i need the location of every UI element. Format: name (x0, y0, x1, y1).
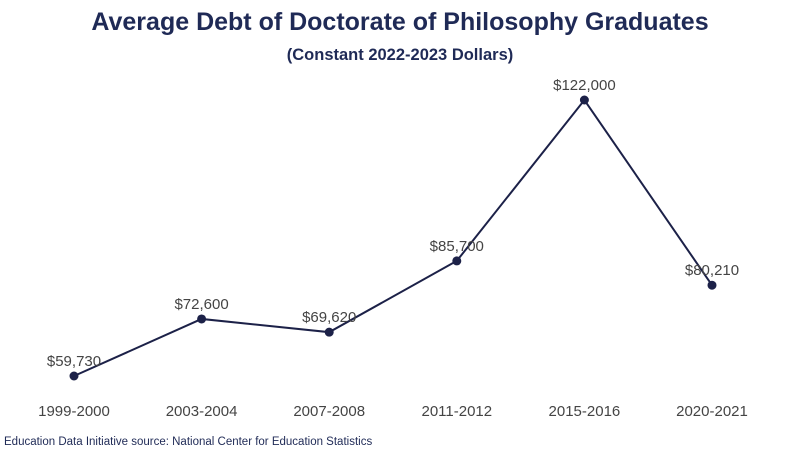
data-label-2020-2021: $80,210 (685, 262, 739, 279)
data-point-2007-2008 (324, 327, 334, 337)
data-label-1999-2000: $59,730 (47, 353, 101, 370)
series-line (73, 98, 713, 377)
data-point-2003-2004 (197, 314, 207, 324)
series-line-layer (73, 98, 713, 377)
data-point-2015-2016 (579, 95, 589, 105)
chart-subtitle: (Constant 2022-2023 Dollars) (286, 46, 514, 64)
x-axis-ticks: 1999-2000 2003-2004 2007-2008 2011-2012 2015… (38, 403, 748, 420)
data-point-layer (69, 95, 717, 381)
data-label-2007-2008: $69,620 (302, 309, 356, 326)
data-label-2011-2012: $85,700 (430, 238, 484, 255)
chart-title: Average Debt of Doctorate of Philosophy … (91, 8, 709, 36)
data-point-2020-2021 (707, 280, 717, 290)
data-label-2003-2004: $72,600 (174, 296, 228, 313)
data-point-1999-2000 (69, 371, 79, 381)
data-label-2015-2016: $122,000 (553, 77, 616, 94)
x-tick-label-2007-2008: 2007-2008 (293, 403, 365, 420)
source-note: Education Data Initiative source: Nation… (4, 436, 373, 448)
x-tick-label-2015-2016: 2015-2016 (549, 403, 621, 420)
x-tick-label-2003-2004: 2003-2004 (166, 403, 238, 420)
data-point-2011-2012 (452, 256, 462, 266)
data-label-layer: $59,730 $72,600 $69,620 $85,700 $122,000 $80,… (47, 77, 739, 370)
x-tick-label-1999-2000: 1999-2000 (38, 403, 110, 420)
x-tick-label-2020-2021: 2020-2021 (676, 403, 748, 420)
x-tick-label-2011-2012: 2011-2012 (421, 403, 492, 420)
